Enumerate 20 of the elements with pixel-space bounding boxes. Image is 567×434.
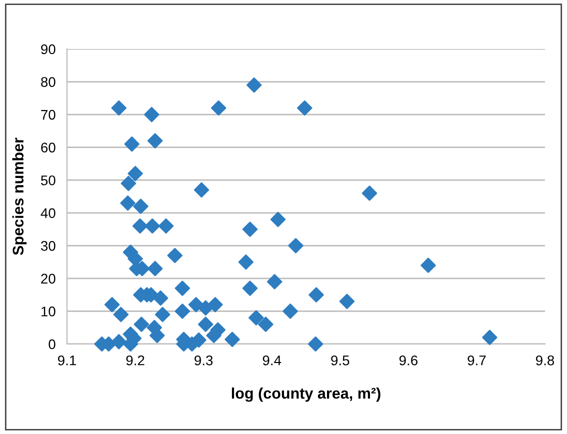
x-tick-label: 9.8	[536, 355, 554, 366]
x-tick-label: 9.1	[58, 355, 76, 366]
y-axis-title: Species number	[12, 138, 27, 256]
x-tick-label: 9.3	[194, 355, 213, 366]
y-tick-label: 0	[48, 339, 56, 350]
x-tick-label: 9.7	[468, 355, 486, 366]
x-tick-label: 9.4	[262, 355, 282, 366]
y-tick-label: 90	[41, 44, 56, 54]
x-tick-label: 9.5	[331, 355, 350, 366]
y-tick-label: 10	[42, 306, 56, 316]
y-tick-label: 50	[40, 175, 56, 186]
y-tick-label: 70	[41, 110, 56, 120]
x-tick-label: 9.2	[126, 355, 144, 366]
y-tick-label: 60	[41, 142, 56, 153]
x-tick-label: 9.6	[399, 355, 418, 366]
y-tick-label: 80	[41, 77, 56, 87]
y-tick-label: 30	[40, 241, 56, 251]
y-tick-label: 20	[41, 274, 56, 284]
y-tick-label: 40	[40, 208, 56, 218]
x-axis-title: log (county area, m²)	[232, 388, 380, 402]
